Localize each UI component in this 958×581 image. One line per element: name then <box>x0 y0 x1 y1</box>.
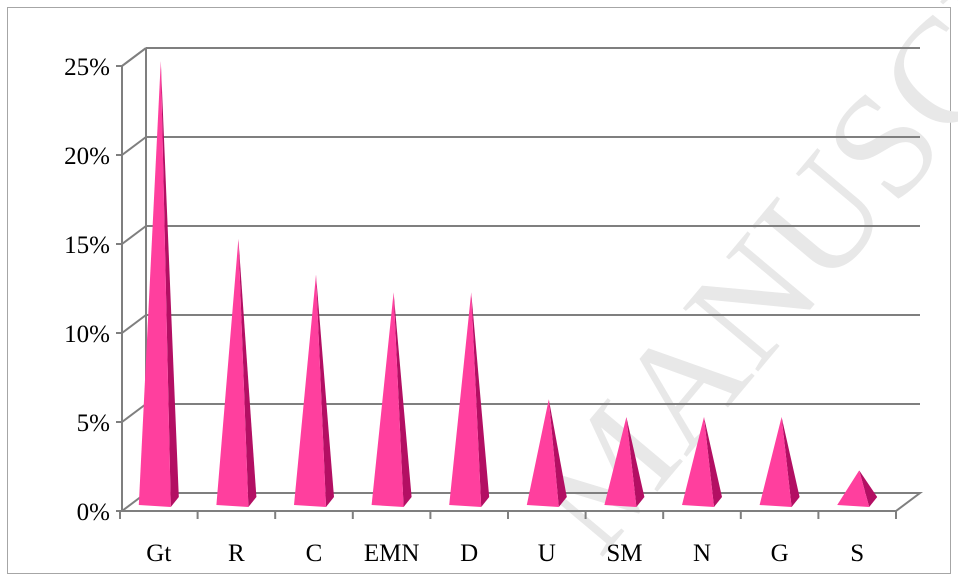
bar-front-face <box>837 470 870 507</box>
bar-sm <box>604 417 645 507</box>
gridline-depth <box>121 403 147 423</box>
gridline-depth <box>121 136 147 156</box>
bars <box>138 61 878 507</box>
bar-side-face <box>316 274 334 507</box>
bar-side-face <box>859 470 878 507</box>
y-tick-label: 25% <box>64 54 110 81</box>
bar-side-face <box>704 417 722 507</box>
bar-n <box>682 417 722 507</box>
y-tick-labels: 0% 5% 10% 15% 20% 25% <box>64 54 110 526</box>
bar-front-face <box>526 399 559 507</box>
x-tick-label: C <box>306 540 323 567</box>
y-axis-top-depth <box>121 47 147 67</box>
x-tick-label: R <box>228 540 245 567</box>
bar-side-face <box>781 417 800 507</box>
bar-u <box>526 399 567 507</box>
bar-front-face <box>759 417 792 507</box>
bar-side-face <box>393 292 412 507</box>
y-tick-label: 10% <box>64 321 110 348</box>
bar-side-face <box>160 61 179 507</box>
bar-front-face <box>294 274 326 507</box>
y-tick-label: 20% <box>64 143 110 170</box>
y-tick-label: 15% <box>64 232 110 259</box>
x-tick-label: S <box>850 540 864 567</box>
gridline-depth <box>121 314 147 334</box>
bar-front-face <box>682 417 714 507</box>
bar-side-face <box>626 417 645 507</box>
bar-front-face <box>604 417 637 507</box>
x-tick-label: U <box>538 540 556 567</box>
chart-floor <box>119 492 923 512</box>
x-tick-labels: Gt R C EMN D U SM N G S <box>146 540 864 567</box>
bar-d <box>449 292 490 507</box>
bar-s <box>837 470 878 507</box>
axes <box>116 47 897 519</box>
x-tick-label: N <box>693 540 711 567</box>
bar-r <box>216 239 257 507</box>
bar-front-face <box>216 239 249 507</box>
bar-emn <box>371 292 412 507</box>
bar-front-face <box>371 292 404 507</box>
x-tick-label: G <box>771 540 789 567</box>
y-tick-label: 0% <box>77 499 110 526</box>
x-tick-label: SM <box>606 540 642 567</box>
floor-plane <box>119 492 923 512</box>
gridline-depth <box>121 225 147 245</box>
x-tick-label: Gt <box>146 540 171 567</box>
bar-g <box>759 417 800 507</box>
x-tick-label: D <box>460 540 478 567</box>
bar-side-face <box>471 292 490 507</box>
bar-gt <box>138 61 179 507</box>
bar-c <box>294 274 334 507</box>
bar-side-face <box>238 239 257 507</box>
x-tick-label: EMN <box>364 540 420 567</box>
bar-side-face <box>548 399 567 507</box>
bar-front-face <box>449 292 482 507</box>
y-tick-label: 5% <box>77 410 110 437</box>
bar-front-face <box>138 61 171 507</box>
chart-frame <box>7 7 951 574</box>
